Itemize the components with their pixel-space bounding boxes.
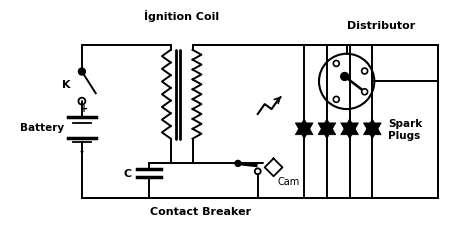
- Circle shape: [333, 61, 339, 67]
- Text: Spark
Plugs: Spark Plugs: [388, 118, 422, 140]
- Circle shape: [362, 89, 368, 95]
- Polygon shape: [364, 119, 381, 135]
- Circle shape: [78, 69, 85, 76]
- Polygon shape: [341, 119, 358, 135]
- Text: K: K: [62, 80, 70, 90]
- Polygon shape: [364, 123, 381, 139]
- Text: -: -: [80, 146, 84, 156]
- Circle shape: [78, 98, 85, 105]
- Text: +: +: [80, 104, 88, 114]
- Circle shape: [235, 161, 241, 167]
- Polygon shape: [295, 123, 313, 139]
- Text: İgnition Coil: İgnition Coil: [144, 10, 219, 22]
- Text: Contact Breaker: Contact Breaker: [150, 206, 251, 216]
- Text: Battery: Battery: [20, 123, 64, 133]
- Circle shape: [362, 69, 368, 75]
- Polygon shape: [341, 123, 358, 139]
- Circle shape: [319, 55, 374, 110]
- Text: C: C: [123, 169, 131, 178]
- Polygon shape: [318, 123, 336, 139]
- Polygon shape: [295, 119, 313, 135]
- Circle shape: [341, 73, 349, 81]
- Polygon shape: [318, 119, 336, 135]
- Text: Distributor: Distributor: [347, 21, 415, 31]
- Circle shape: [255, 169, 261, 174]
- Circle shape: [333, 97, 339, 103]
- Text: Cam: Cam: [277, 176, 300, 186]
